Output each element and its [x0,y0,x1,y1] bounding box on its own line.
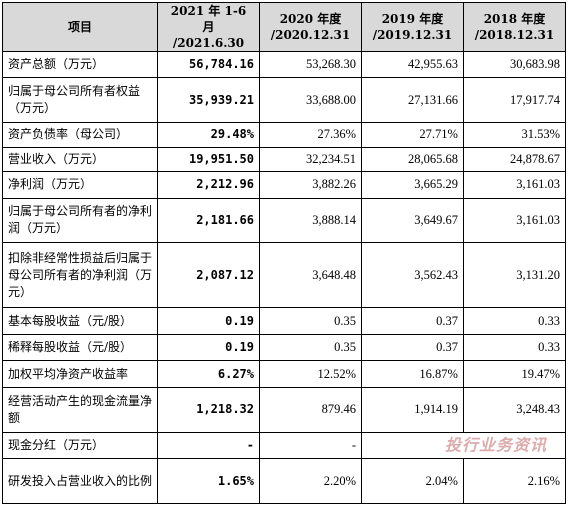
cell-value: 17,917.74 [462,77,567,124]
cell-value: 12.52% [259,360,362,388]
header-period-line2: /2021.6.30 [172,36,245,50]
cell-value: 2.20% [259,458,362,504]
cell-value: 3,888.14 [259,197,362,244]
cell-value: 16.87% [360,360,464,388]
row-label: 加权平均净资产收益率 [1,360,159,388]
cell-value: 42,955.63 [360,50,464,79]
cell-value-merged: 投行业务资讯 [360,431,567,460]
cell-value: 3,248.43 [462,386,567,433]
header-period-line1: 2020 年度 [279,12,342,26]
row-label: 研发投入占营业收入的比例 [1,458,159,504]
row-label: 营业收入（万元） [1,146,159,173]
row-label: 资产总额（万元） [1,50,159,79]
table-row: 稀释每股收益（元/股） 0.19 0.35 0.37 0.33 [1,333,567,362]
cell-value: 2.16% [462,458,567,504]
watermark-logo: 投行业务资讯 [444,435,547,455]
row-label: 现金分红（万元） [1,431,159,460]
table-row: 研发投入占营业收入的比例 1.65% 2.20% 2.04% 2.16% [1,458,567,504]
cell-value: 30,683.98 [462,50,567,79]
cell-value: 3,161.03 [462,171,567,199]
table-row: 资产负债率（母公司） 29.48% 27.36% 27.71% 31.53% [1,122,567,148]
cell-value: 53,268.30 [259,50,362,79]
cell-value: - [157,431,260,460]
cell-value: 0.35 [259,307,362,335]
cell-value: 0.19 [157,307,260,335]
cell-value: 879.46 [259,386,362,433]
cell-value: 28,065.68 [360,146,464,173]
header-period-line1: 2019 年度 [381,12,444,26]
header-period-2021h1: 2021 年 1-6 月 /2021.6.30 [157,2,260,52]
row-label: 资产负债率（母公司） [1,122,159,148]
header-period-line1: 2021 年 1-6 月 [170,4,247,34]
cell-value: 3,562.43 [360,242,464,309]
table-row: 归属于母公司所有者的净利润（万元） 2,181.66 3,888.14 3,64… [1,197,567,244]
cell-value: 3,648.48 [259,242,362,309]
cell-value: 3,131.20 [462,242,567,309]
cell-value: 3,882.26 [259,171,362,199]
header-item: 项目 [1,2,159,52]
cell-value: 19,951.50 [157,146,260,173]
row-label: 基本每股收益（元/股） [1,307,159,335]
cell-value: 6.27% [157,360,260,388]
cell-value: 27.71% [360,122,464,148]
row-label: 扣除非经常性损益后归属于母公司所有者的净利润（万元） [1,242,159,309]
header-period-2019: 2019 年度 /2019.12.31 [360,2,464,52]
header-period-line2: /2018.12.31 [474,28,555,42]
cell-value: 0.37 [360,333,464,362]
cell-value: 2,212.96 [157,171,260,199]
cell-value: 0.33 [462,307,567,335]
table-row: 基本每股收益（元/股） 0.19 0.35 0.37 0.33 [1,307,567,335]
cell-value: 31.53% [462,122,567,148]
cell-value: 33,688.00 [259,77,362,124]
cell-value: 35,939.21 [157,77,260,124]
cell-value: 3,649.67 [360,197,464,244]
cell-value: 0.19 [157,333,260,362]
cell-value: 0.33 [462,333,567,362]
table-row: 净利润（万元） 2,212.96 3,882.26 3,665.29 3,161… [1,171,567,199]
table-row: 归属于母公司所有者权益（万元） 35,939.21 33,688.00 27,1… [1,77,567,124]
cell-value: 1,914.19 [360,386,464,433]
row-label: 净利润（万元） [1,171,159,199]
cell-value: 2,087.12 [157,242,260,309]
cell-value: 0.35 [259,333,362,362]
cell-value: 32,234.51 [259,146,362,173]
header-period-line2: /2020.12.31 [270,28,351,42]
header-period-line1: 2018 年度 [483,12,546,26]
table-row: 现金分红（万元） - - 投行业务资讯 [1,431,567,460]
row-label: 稀释每股收益（元/股） [1,333,159,362]
cell-value: 19.47% [462,360,567,388]
cell-value: 1,218.32 [157,386,260,433]
table-row: 资产总额（万元） 56,784.16 53,268.30 42,955.63 3… [1,50,567,79]
table-row: 经营活动产生的现金流量净额 1,218.32 879.46 1,914.19 3… [1,386,567,433]
cell-value: 3,161.03 [462,197,567,244]
table-row: 营业收入（万元） 19,951.50 32,234.51 28,065.68 2… [1,146,567,173]
cell-value: 29.48% [157,122,260,148]
row-label: 归属于母公司所有者的净利润（万元） [1,197,159,244]
cell-value: 27.36% [259,122,362,148]
cell-value: - [259,431,362,460]
table-row: 扣除非经常性损益后归属于母公司所有者的净利润（万元） 2,087.12 3,64… [1,242,567,309]
cell-value: 27,131.66 [360,77,464,124]
row-label: 归属于母公司所有者权益（万元） [1,77,159,124]
cell-value: 2,181.66 [157,197,260,244]
header-period-2020: 2020 年度 /2020.12.31 [259,2,362,52]
cell-value: 0.37 [360,307,464,335]
cell-value: 1.65% [157,458,260,504]
header-period-2018: 2018 年度 /2018.12.31 [462,2,567,52]
header-row: 项目 2021 年 1-6 月 /2021.6.30 2020 年度 /2020… [1,2,567,52]
cell-value: 3,665.29 [360,171,464,199]
header-period-line2: /2019.12.31 [372,28,453,42]
table-row: 加权平均净资产收益率 6.27% 12.52% 16.87% 19.47% [1,360,567,388]
cell-value: 56,784.16 [157,50,260,79]
cell-value: 24,878.67 [462,146,567,173]
cell-value: 2.04% [360,458,464,504]
row-label: 经营活动产生的现金流量净额 [1,386,159,433]
